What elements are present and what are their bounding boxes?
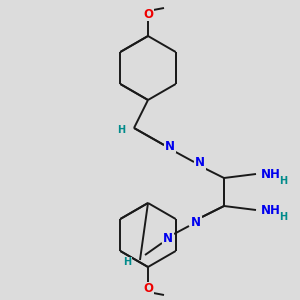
Text: H: H bbox=[279, 176, 287, 186]
Text: N: N bbox=[165, 140, 175, 152]
Text: H: H bbox=[123, 257, 131, 267]
Text: O: O bbox=[143, 8, 153, 20]
Text: H: H bbox=[279, 212, 287, 222]
Text: NH: NH bbox=[261, 167, 281, 181]
Text: O: O bbox=[143, 283, 153, 296]
Text: NH: NH bbox=[261, 203, 281, 217]
Text: H: H bbox=[117, 125, 125, 135]
Text: N: N bbox=[195, 157, 205, 169]
Text: N: N bbox=[191, 217, 201, 230]
Text: N: N bbox=[163, 232, 173, 245]
